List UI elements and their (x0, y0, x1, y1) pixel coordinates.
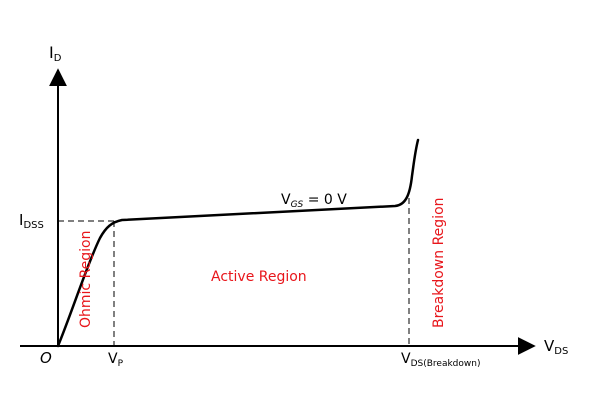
vds-breakdown-label-sub: DS(Breakdown) (411, 359, 481, 369)
vp-label: VP (108, 351, 124, 369)
y-axis-label-main: I (49, 43, 54, 62)
ohmic-region-label: Ohmic Region (78, 231, 94, 329)
x-axis-label: VDS (544, 337, 568, 357)
x-axis-label-sub: DS (554, 346, 568, 357)
idss-label: IDSS (19, 211, 44, 231)
idss-label-sub: DSS (23, 220, 43, 231)
origin-label: O (40, 349, 52, 367)
y-axis-label: ID (49, 43, 62, 64)
vp-label-main: V (108, 351, 118, 367)
vds-breakdown-label-main: V (401, 351, 411, 367)
y-axis-label-sub: D (54, 53, 62, 64)
vp-label-sub: P (118, 359, 124, 369)
vgs-curve-label: VGS = 0 V (281, 192, 347, 210)
x-axis-label-main: V (544, 337, 555, 355)
breakdown-region-label: Breakdown Region (431, 197, 447, 328)
vgs-label-main: V (281, 192, 291, 208)
idss-label-main: I (19, 211, 23, 229)
vgs-label-rest: = 0 V (303, 192, 347, 208)
vds-breakdown-label: VDS(Breakdown) (401, 351, 480, 369)
active-region-label: Active Region (211, 269, 307, 285)
vgs-label-sub: GS (291, 200, 304, 210)
drain-characteristic-curve (56, 138, 420, 348)
